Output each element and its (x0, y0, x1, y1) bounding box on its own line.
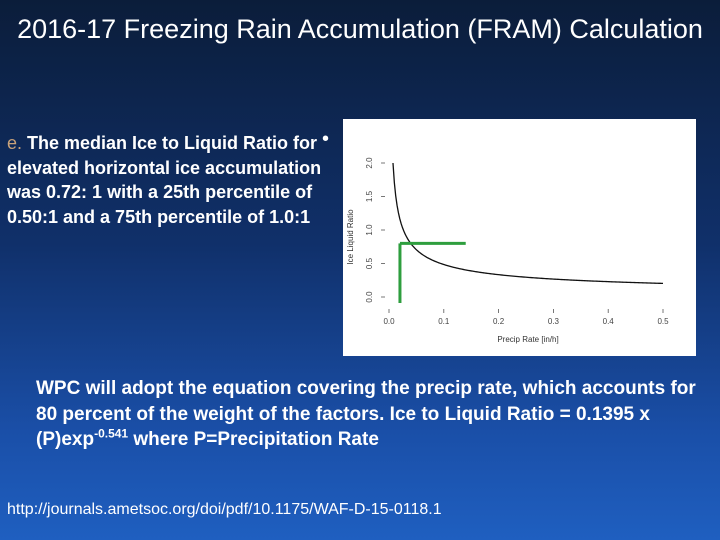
y-tick-label: 0.5 (365, 257, 374, 269)
ilr-chart-svg: 0.0 0.5 1.0 1.5 2.0 0.0 0.1 0.2 0.3 0.4 0.5 Ice L… (346, 157, 669, 344)
y-tick-label: 1.5 (365, 190, 374, 202)
x-tick-label: 0.3 (548, 317, 560, 326)
x-tick-label: 0.1 (438, 317, 450, 326)
median-ratio-text: e. The median Ice to Liquid Ratio for el… (7, 131, 322, 229)
equation-part2: where P=Precipitation Rate (128, 429, 379, 450)
ilr-curve (392, 162, 664, 285)
equation-text: WPC will adopt the equation covering the… (36, 376, 706, 453)
x-axis-label: Precip Rate [in/h] (497, 335, 558, 344)
item-letter: e. (7, 133, 23, 153)
x-tick-label: 0.4 (603, 317, 615, 326)
reference-link[interactable]: http://journals.ametsoc.org/doi/pdf/10.1… (7, 501, 442, 518)
y-tick-label: 2.0 (365, 157, 374, 169)
y-tick-label: 1.0 (365, 224, 374, 236)
equation-exponent: -0.541 (94, 426, 129, 441)
slide-title: 2016-17 Freezing Rain Accumulation (FRAM… (17, 14, 703, 44)
x-tick-label: 0.2 (493, 317, 505, 326)
ilr-chart: 0.0 0.5 1.0 1.5 2.0 0.0 0.1 0.2 0.3 0.4 0.5 Ice L… (343, 119, 696, 356)
median-ratio-body: The median Ice to Liquid Ratio for eleva… (7, 133, 322, 227)
y-axis-label: Ice Liquid Ratio (346, 209, 355, 265)
x-tick-label: 0.5 (657, 317, 669, 326)
equation-part1: WPC will adopt the equation covering the… (36, 378, 696, 450)
x-tick-label: 0.0 (383, 317, 395, 326)
bullet-marker: • (322, 128, 330, 150)
y-tick-label: 0.0 (365, 291, 374, 303)
